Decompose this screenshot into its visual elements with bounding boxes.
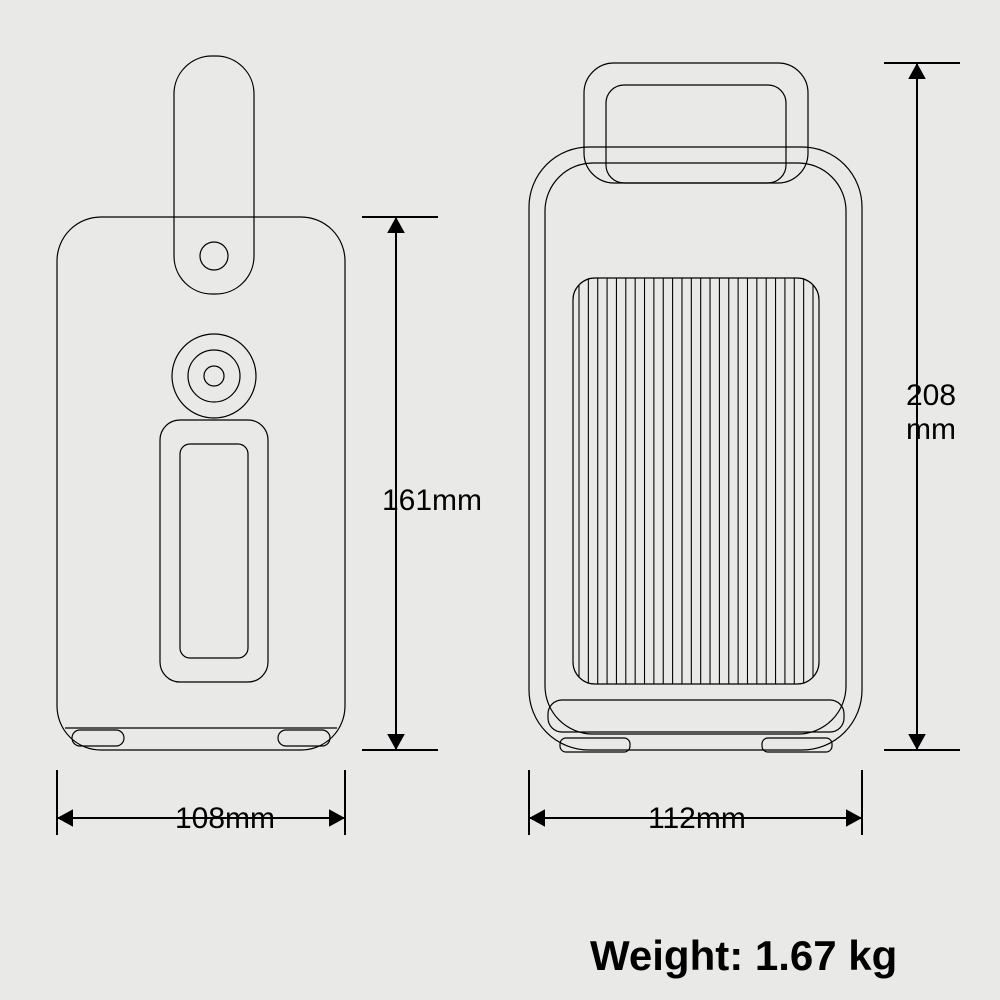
- dimension-lines: [57, 63, 960, 835]
- side-view: [57, 56, 345, 750]
- technical-drawing: [0, 0, 1000, 1000]
- weight-label: Weight: 1.67 kg: [590, 932, 897, 980]
- front-view: [529, 63, 862, 752]
- dim-front-width-label: 112mm: [648, 802, 746, 836]
- dim-side-width-label: 108mm: [175, 802, 275, 836]
- dim-side-height-label: 161mm: [382, 484, 482, 518]
- dim-front-height-label: 208mm: [906, 379, 956, 447]
